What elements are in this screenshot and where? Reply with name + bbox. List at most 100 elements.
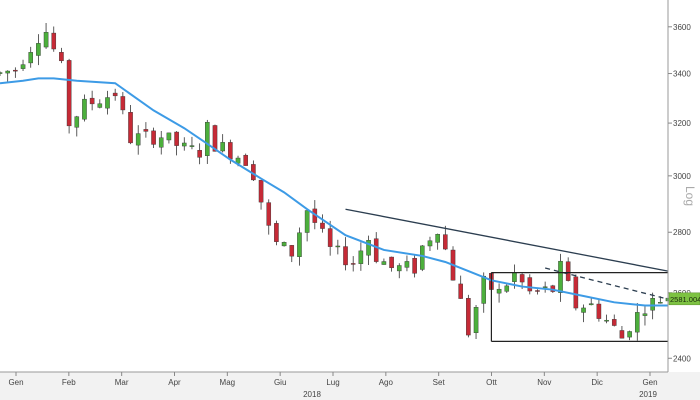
- candle-body: [166, 132, 172, 141]
- candle-body: [151, 130, 156, 145]
- candle-body: [174, 131, 179, 146]
- x-tick-label: Gen: [642, 378, 657, 387]
- x-tick-label: Set: [433, 378, 446, 387]
- candle-body: [0, 72, 3, 74]
- candle-body: [181, 142, 187, 147]
- candle-body: [458, 283, 463, 299]
- candle-body: [427, 240, 433, 247]
- candle-body: [120, 96, 126, 111]
- candle-body: [36, 43, 41, 56]
- candle-body: [504, 285, 510, 292]
- y-tick-label: 3600: [673, 23, 691, 32]
- candle-body: [289, 245, 295, 257]
- candle-body: [320, 222, 325, 229]
- candle-body: [634, 312, 640, 333]
- plot-area: [0, 0, 668, 372]
- candle-body: [28, 52, 34, 64]
- candle-body: [366, 240, 371, 256]
- candle-body: [5, 70, 10, 74]
- candle-body: [205, 121, 210, 156]
- y-tick-label: 2400: [673, 354, 691, 363]
- candle-body: [573, 276, 579, 309]
- candle-body: [189, 145, 195, 147]
- candle-body: [581, 307, 586, 313]
- candle-body: [373, 238, 379, 262]
- candle-body: [243, 154, 248, 166]
- candle-body: [420, 245, 425, 270]
- x-tick-label: Ago: [379, 378, 394, 387]
- x-tick-label: Mag: [220, 378, 236, 387]
- x-tick-label: Dic: [591, 378, 603, 387]
- x-tick-label: Giu: [274, 378, 286, 387]
- candle-body: [650, 298, 655, 311]
- candle-body: [481, 275, 487, 304]
- x-year-label: 2018: [303, 390, 321, 399]
- candle-body: [89, 97, 95, 105]
- candle-body: [473, 307, 479, 334]
- y-tick-label: 3200: [673, 119, 691, 128]
- candle-body: [66, 60, 72, 127]
- candle-body: [105, 97, 110, 109]
- x-tick-label: Apr: [168, 378, 181, 387]
- candle-body: [466, 298, 471, 336]
- candle-body: [381, 261, 387, 265]
- candle-body: [97, 103, 103, 108]
- candle-body: [135, 133, 141, 146]
- candle-body: [220, 142, 225, 152]
- last-price-tag: [668, 292, 700, 306]
- candle-body: [642, 313, 648, 316]
- candle-body: [435, 233, 440, 243]
- x-tick-label: Lug: [326, 378, 339, 387]
- candle-body: [396, 265, 402, 272]
- candle-body: [13, 69, 18, 72]
- candle-body: [519, 274, 525, 283]
- candle-body: [627, 331, 632, 338]
- candle-body: [604, 319, 609, 322]
- y-axis-label: Log: [683, 186, 697, 206]
- candle-body: [266, 202, 272, 226]
- candle-body: [611, 319, 617, 326]
- x-tick-label: Ott: [486, 378, 497, 387]
- candle-body: [389, 256, 394, 269]
- candle-body: [343, 246, 348, 266]
- candle-body: [297, 232, 302, 257]
- y-tick-label: 3400: [673, 70, 691, 79]
- candle-body: [443, 234, 448, 250]
- candle-body: [212, 125, 218, 152]
- candle-body: [527, 277, 533, 292]
- candle-body: [512, 272, 517, 282]
- candle-body: [619, 330, 625, 339]
- candle-body: [143, 129, 149, 132]
- candle-body: [496, 288, 502, 294]
- trendline: [345, 208, 669, 272]
- candle-body: [112, 92, 118, 97]
- x-tick-label: Feb: [62, 378, 76, 387]
- x-axis-band: [0, 372, 700, 400]
- candle-body: [404, 261, 410, 268]
- candle-body: [258, 179, 264, 203]
- candle-body: [535, 290, 540, 292]
- candle-body: [350, 263, 356, 265]
- candle-body: [304, 210, 310, 233]
- candle-body: [596, 303, 602, 319]
- candle-body: [588, 303, 594, 306]
- candle-body: [558, 260, 563, 293]
- candle-body: [128, 112, 133, 144]
- candle-body: [335, 245, 341, 248]
- x-tick-label: Mar: [115, 378, 129, 387]
- last-price-label: 2581.0042: [670, 295, 700, 304]
- candle-body: [158, 137, 164, 148]
- candle-body: [228, 142, 233, 160]
- candle-body: [82, 98, 87, 120]
- candle-body: [74, 116, 80, 128]
- candle-body: [658, 302, 663, 304]
- candle-body: [281, 242, 287, 247]
- candle-body: [412, 257, 417, 274]
- candle-body: [51, 32, 57, 50]
- y-tick-label: 2800: [673, 228, 691, 237]
- x-year-label: 2019: [639, 390, 657, 399]
- candle-body: [59, 52, 64, 62]
- x-tick-label: Nov: [537, 378, 551, 387]
